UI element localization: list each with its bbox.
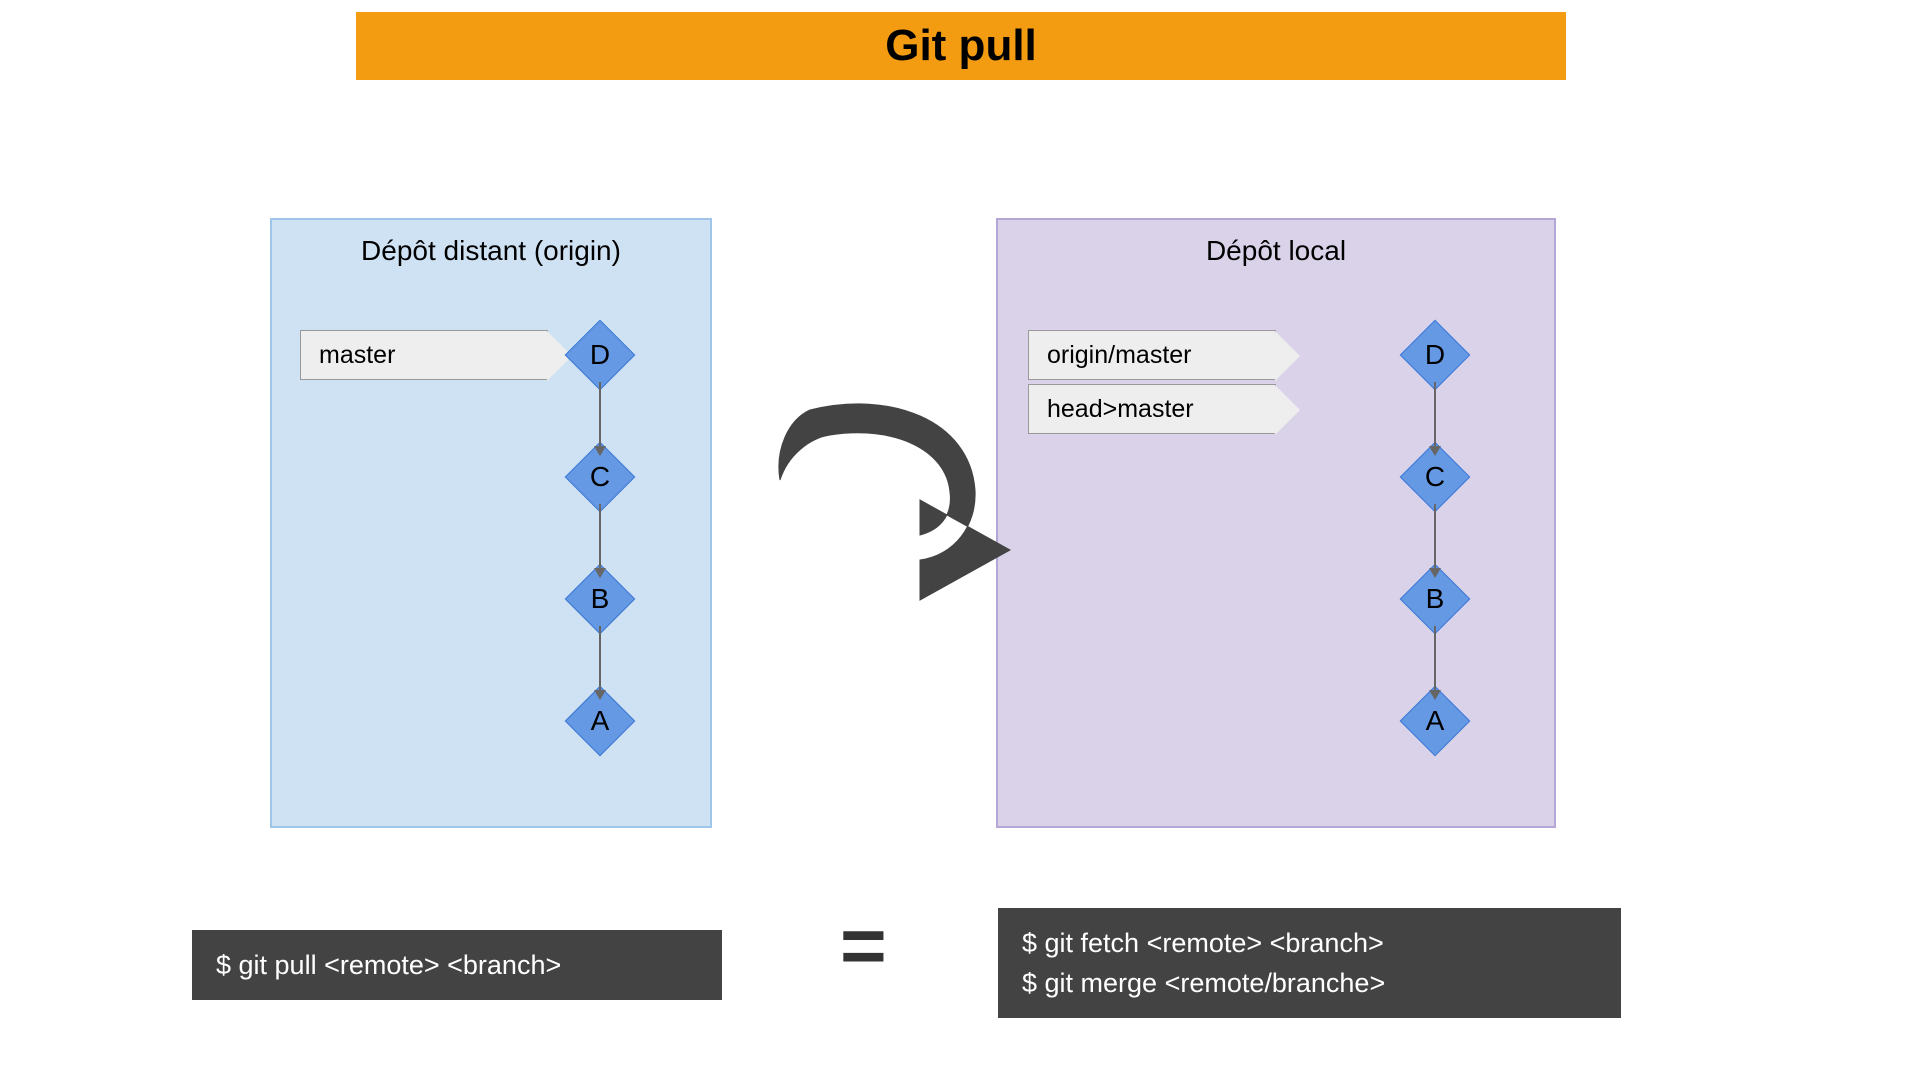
commit-arrow — [1434, 626, 1436, 692]
commit-d: D — [565, 320, 635, 390]
branch-tag-head-master: head>master — [1028, 384, 1276, 434]
commit-d: D — [1400, 320, 1470, 390]
command-line: $ git fetch <remote> <branch> — [1022, 923, 1597, 964]
commit-arrow — [599, 382, 601, 448]
title-bar: Git pull — [356, 12, 1566, 80]
remote-repo-title: Dépôt distant (origin) — [272, 235, 710, 267]
git-pull-arrow — [760, 380, 1040, 645]
commit-arrow — [599, 504, 601, 570]
title-text: Git pull — [885, 21, 1037, 71]
branch-tag-origin-master: origin/master — [1028, 330, 1276, 380]
commit-arrow — [1434, 382, 1436, 448]
local-repo-title: Dépôt local — [998, 235, 1554, 267]
command-line: $ git pull <remote> <branch> — [216, 945, 698, 986]
command-right: $ git fetch <remote> <branch>$ git merge… — [998, 908, 1621, 1018]
local-repo-box: Dépôt local — [996, 218, 1556, 828]
commit-arrow — [599, 626, 601, 692]
remote-repo-box: Dépôt distant (origin) — [270, 218, 712, 828]
command-left: $ git pull <remote> <branch> — [192, 930, 722, 1000]
branch-tag-master: master — [300, 330, 548, 380]
equals-sign: = — [840, 900, 887, 992]
git-pull-arrow-label: git pull — [820, 528, 895, 559]
command-line: $ git merge <remote/branche> — [1022, 963, 1597, 1004]
commit-arrow — [1434, 504, 1436, 570]
